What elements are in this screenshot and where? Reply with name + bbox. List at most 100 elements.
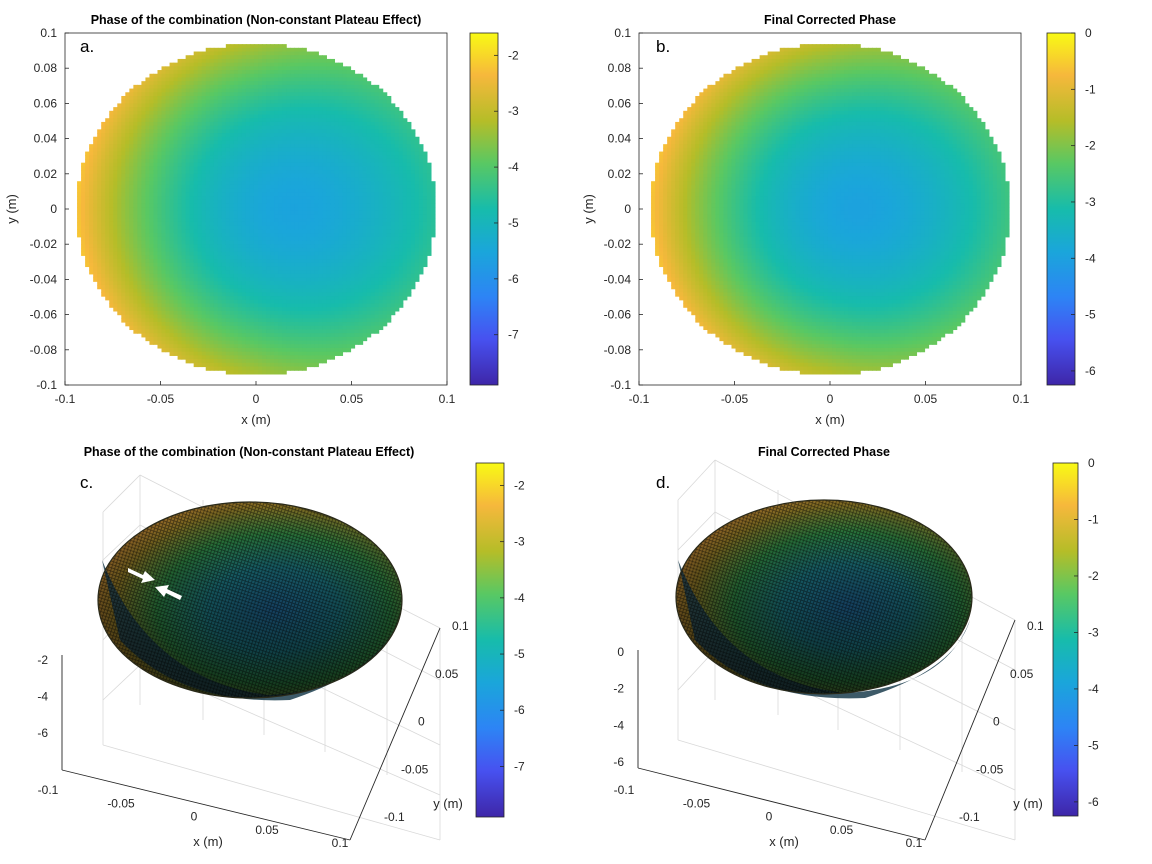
heatmap-cell xyxy=(217,81,223,86)
heatmap-cell xyxy=(270,44,275,49)
heatmap-cell xyxy=(302,81,307,86)
heatmap-cell xyxy=(141,155,147,160)
heatmap-cell xyxy=(229,351,235,356)
heatmap-cell xyxy=(314,203,319,208)
heatmap-cell xyxy=(270,284,275,290)
heatmap-cell xyxy=(322,229,327,234)
heatmap-cell xyxy=(334,125,340,130)
heatmap-cell xyxy=(137,299,142,305)
heatmap-cell xyxy=(245,347,251,353)
heatmap-cell xyxy=(274,303,279,308)
heatmap-cell xyxy=(93,262,98,268)
heatmap-cell xyxy=(278,273,283,279)
heatmap-cell xyxy=(113,277,118,282)
heatmap-cell xyxy=(274,129,279,134)
heatmap-cell xyxy=(121,103,126,108)
heatmap-cell xyxy=(233,203,239,208)
heatmap-cell xyxy=(233,170,239,175)
heatmap-cell xyxy=(338,155,344,160)
heatmap-cell xyxy=(262,325,267,331)
heatmap-cell xyxy=(241,351,247,356)
heatmap-cell xyxy=(217,262,223,268)
heatmap-cell xyxy=(310,170,315,175)
heatmap-cell xyxy=(157,140,163,145)
heatmap-cell xyxy=(217,247,223,253)
heatmap-cell xyxy=(334,188,340,193)
heatmap-cell xyxy=(278,270,283,275)
heatmap-cell xyxy=(197,221,203,227)
heatmap-cell xyxy=(241,296,247,301)
heatmap-cell xyxy=(233,299,239,305)
heatmap-cell xyxy=(217,351,223,356)
heatmap-cell xyxy=(213,136,219,142)
heatmap-cell xyxy=(181,203,187,208)
heatmap-cell xyxy=(342,136,348,142)
heatmap-cell xyxy=(205,303,211,308)
heatmap-cell xyxy=(229,181,235,186)
heatmap-cell xyxy=(181,133,187,138)
heatmap-cell xyxy=(173,318,179,323)
heatmap-cell xyxy=(326,292,331,297)
heatmap-cell xyxy=(193,259,199,264)
heatmap-cell xyxy=(334,147,340,153)
heatmap-cell xyxy=(189,347,195,353)
heatmap-cell xyxy=(274,296,279,301)
heatmap-cell xyxy=(282,136,287,142)
heatmap-cell xyxy=(282,247,287,253)
heatmap-cell xyxy=(145,318,151,323)
heatmap-cell xyxy=(145,166,151,171)
heatmap-cell xyxy=(302,51,307,56)
heatmap-cell xyxy=(274,118,279,123)
heatmap-cell xyxy=(294,270,299,275)
heatmap-cell xyxy=(201,110,207,116)
heatmap-cell xyxy=(286,347,291,353)
heatmap-cell xyxy=(290,147,295,153)
heatmap-cell xyxy=(197,51,203,56)
heatmap-cell xyxy=(326,70,331,75)
heatmap-cell xyxy=(233,284,239,290)
heatmap-cell xyxy=(209,129,215,134)
heatmap-cell xyxy=(221,192,227,197)
heatmap-cell xyxy=(181,173,187,179)
heatmap-cell xyxy=(209,84,215,90)
heatmap-cell xyxy=(314,140,319,145)
heatmap-cell xyxy=(77,233,82,238)
heatmap-cell xyxy=(302,362,307,368)
heatmap-cell xyxy=(262,344,267,349)
heatmap-cell xyxy=(241,314,247,319)
heatmap-cell xyxy=(117,121,122,127)
heatmap-cell xyxy=(221,184,227,190)
heatmap-cell xyxy=(117,203,122,208)
heatmap-cell xyxy=(177,333,183,338)
heatmap-cell xyxy=(213,51,219,56)
heatmap-cell xyxy=(237,84,243,90)
heatmap-cell xyxy=(282,166,287,171)
heatmap-cell xyxy=(338,203,344,208)
heatmap-cell xyxy=(205,314,211,319)
heatmap-cell xyxy=(278,359,283,364)
heatmap-cell xyxy=(294,240,299,245)
heatmap-cell xyxy=(314,77,319,82)
heatmap-cell xyxy=(221,162,227,167)
heatmap-cell xyxy=(270,199,275,205)
heatmap-cell xyxy=(121,114,126,119)
heatmap-cell xyxy=(221,307,227,312)
heatmap-cell xyxy=(282,277,287,282)
heatmap-cell xyxy=(334,288,340,293)
heatmap-cell xyxy=(290,77,295,82)
heatmap-cell xyxy=(105,136,110,142)
heatmap-cell xyxy=(221,110,227,116)
heatmap-cell xyxy=(330,133,336,138)
heatmap-cell xyxy=(193,166,199,171)
heatmap-cell xyxy=(322,310,327,316)
heatmap-cell xyxy=(314,344,319,349)
heatmap-cell xyxy=(201,73,207,79)
heatmap-cell xyxy=(233,218,239,223)
heatmap-cell xyxy=(165,151,171,156)
heatmap-cell xyxy=(209,277,215,282)
heatmap-cell xyxy=(133,266,138,271)
heatmap-cell xyxy=(314,233,319,238)
heatmap-cell xyxy=(306,284,311,290)
heatmap-cell xyxy=(221,77,227,82)
heatmap-cell xyxy=(334,199,340,205)
